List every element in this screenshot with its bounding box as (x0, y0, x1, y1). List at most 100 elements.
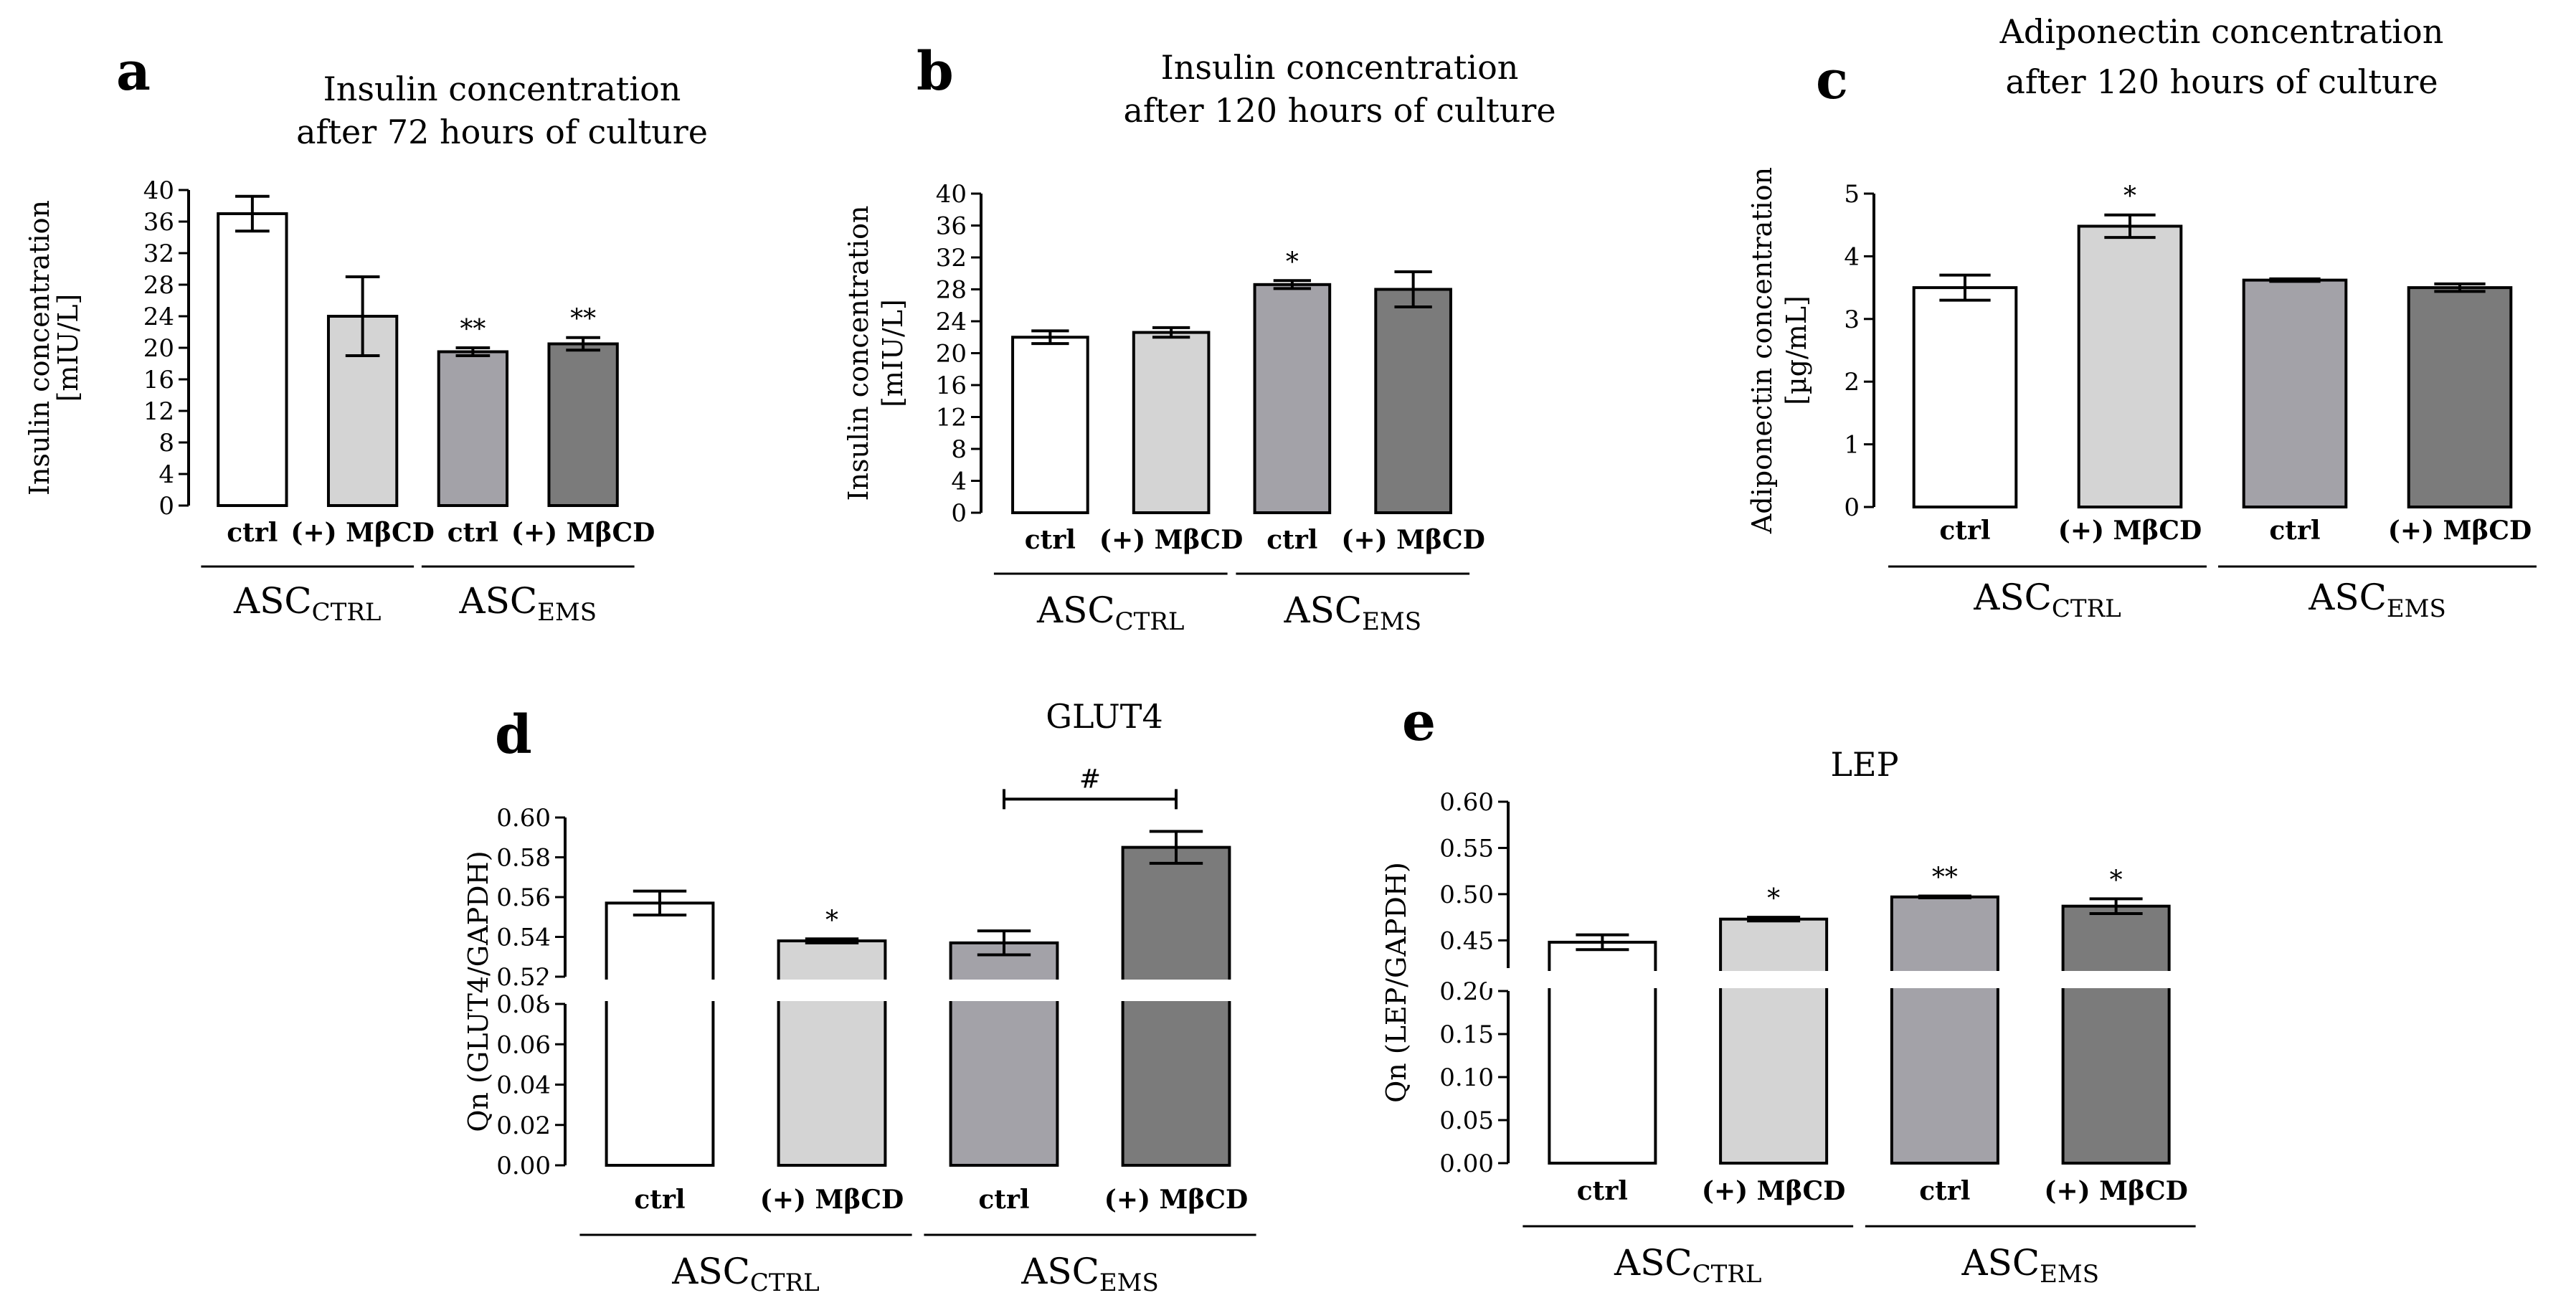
bracket-label: # (1079, 764, 1101, 794)
x-tick-label: (+) MβCD (1341, 525, 1484, 555)
group-label-subscript: CTRL (750, 1269, 820, 1297)
bar (2242, 278, 2348, 508)
bar (1121, 845, 1231, 1167)
y-axis-label: Qn (LEP/GAPDH) (1381, 862, 1412, 1103)
x-tick-label: (+) MβCD (1104, 1185, 1248, 1215)
y-tick-label: 0.05 (1439, 1106, 1494, 1135)
group-label-subscript: CTRL (1115, 607, 1185, 636)
bar (1011, 336, 1089, 514)
y-axis-label: Adiponectin concentration (1746, 167, 1778, 534)
y-tick-label: 32 (936, 244, 967, 272)
bar (2077, 224, 2183, 508)
y-tick-label: 36 (936, 212, 967, 241)
bar (2061, 904, 2171, 1165)
y-tick-label: 12 (143, 397, 174, 426)
chart-title: Adiponectin concentration (1999, 12, 2444, 51)
group-label-base: ASC (1283, 589, 1362, 631)
axis-break (1487, 971, 2209, 988)
y-tick-label: 0.10 (1439, 1063, 1494, 1092)
group-label-base: ASC (1973, 577, 2052, 618)
bar (777, 939, 887, 1167)
x-tick-label: ctrl (1025, 525, 1076, 555)
bar (949, 941, 1059, 1167)
y-tick-label: 1 (1844, 431, 1860, 460)
panel-letter: c (1816, 49, 1848, 111)
x-tick-label: (+) MβCD (2058, 516, 2202, 546)
panel-letter: a (116, 41, 151, 103)
y-tick-label: 0.55 (1439, 834, 1494, 863)
significance-marker: ** (1932, 863, 1958, 892)
group-label: ASCEMS (1961, 1242, 2099, 1289)
group-label-subscript: CTRL (312, 598, 382, 627)
y-tick-label: 0.06 (496, 1030, 551, 1059)
group-label-base: ASC (671, 1251, 750, 1292)
y-tick-label: 32 (143, 240, 174, 268)
x-tick-label: ctrl (634, 1185, 685, 1215)
bar (1253, 283, 1332, 514)
y-axis-label: [mIU/L] (52, 294, 84, 402)
y-tick-label: 0.45 (1439, 926, 1494, 955)
x-tick-label: (+) MβCD (1702, 1176, 1845, 1206)
group-label-base: ASC (1614, 1242, 1692, 1284)
significance-marker: * (825, 906, 838, 935)
group-label-base: ASC (458, 580, 537, 622)
group-label: ASCEMS (458, 580, 597, 627)
bar (547, 342, 619, 507)
bar (1374, 288, 1452, 514)
y-tick-label: 0.20 (1439, 977, 1494, 1006)
x-tick-label: ctrl (2269, 516, 2320, 546)
group-label: ASCCTRL (1614, 1242, 1762, 1289)
bar (605, 901, 715, 1167)
x-tick-label: ctrl (978, 1185, 1029, 1215)
bar (217, 212, 288, 507)
y-tick-label: 0.00 (1439, 1150, 1494, 1178)
y-tick-label: 0.58 (496, 844, 551, 873)
panel-d: d GLUT4 Qn (GLUT4/GAPDH) 0.52 0.54 0.56 0.58 0.… (463, 697, 1269, 1297)
group-label-subscript: CTRL (2052, 594, 2121, 623)
bar (1912, 286, 2018, 508)
y-tick-label: 4 (1844, 242, 1860, 271)
x-tick-label: ctrl (227, 518, 278, 548)
bar (437, 350, 509, 507)
y-tick-label: 36 (143, 208, 174, 237)
y-tick-label: 0.52 (496, 963, 551, 992)
y-tick-label: 28 (143, 271, 174, 300)
x-tick-label: ctrl (1577, 1176, 1628, 1206)
y-tick-label: 5 (1844, 180, 1860, 209)
x-tick-label: (+) MβCD (760, 1185, 904, 1215)
group-label: ASCCTRL (671, 1251, 820, 1297)
panel-c: c Adiponectin concentration after 120 hour… (1746, 12, 2537, 623)
bar (2407, 286, 2513, 508)
x-tick-label: ctrl (1919, 1176, 1970, 1206)
x-tick-label: (+) MβCD (2388, 516, 2532, 546)
panel-letter: d (495, 704, 532, 766)
group-label-subscript: EMS (1099, 1269, 1159, 1297)
y-tick-label: 16 (143, 366, 174, 394)
y-tick-label: 3 (1844, 305, 1860, 334)
panel-e: e LEP Qn (LEP/GAPDH) 0.45 0.50 0.55 0.60 0.00 0.… (1381, 691, 2209, 1289)
group-label: ASCCTRL (1973, 577, 2121, 623)
y-axis-label: Insulin concentration (843, 205, 874, 501)
y-tick-label: 12 (936, 404, 967, 432)
y-axis-label: [µg/mL] (1781, 295, 1812, 405)
x-tick-label: (+) MβCD (2044, 1176, 2187, 1206)
y-tick-label: 0.02 (496, 1112, 551, 1140)
y-tick-label: 28 (936, 276, 967, 305)
significance-marker: * (2123, 182, 2136, 212)
panel-a: a Insulin concentration after 72 hours of … (24, 41, 708, 627)
bar (1890, 895, 1999, 1165)
x-tick-label: (+) MβCD (1099, 525, 1243, 555)
panel-letter: b (917, 41, 954, 103)
y-axis-label: [mIU/L] (877, 299, 909, 407)
y-tick-label: 0.08 (496, 990, 551, 1019)
group-label: ASCCTRL (1036, 589, 1185, 636)
chart-title: Insulin concentration (323, 70, 681, 108)
x-tick-label: ctrl (1266, 525, 1317, 555)
group-label: ASCCTRL (233, 580, 382, 627)
group-label-base: ASC (233, 580, 312, 622)
y-tick-label: 40 (936, 180, 967, 209)
y-tick-label: 4 (158, 460, 174, 489)
y-tick-label: 0.60 (1439, 788, 1494, 817)
panel-b: b Insulin concentration after 120 hours of… (843, 41, 1556, 636)
